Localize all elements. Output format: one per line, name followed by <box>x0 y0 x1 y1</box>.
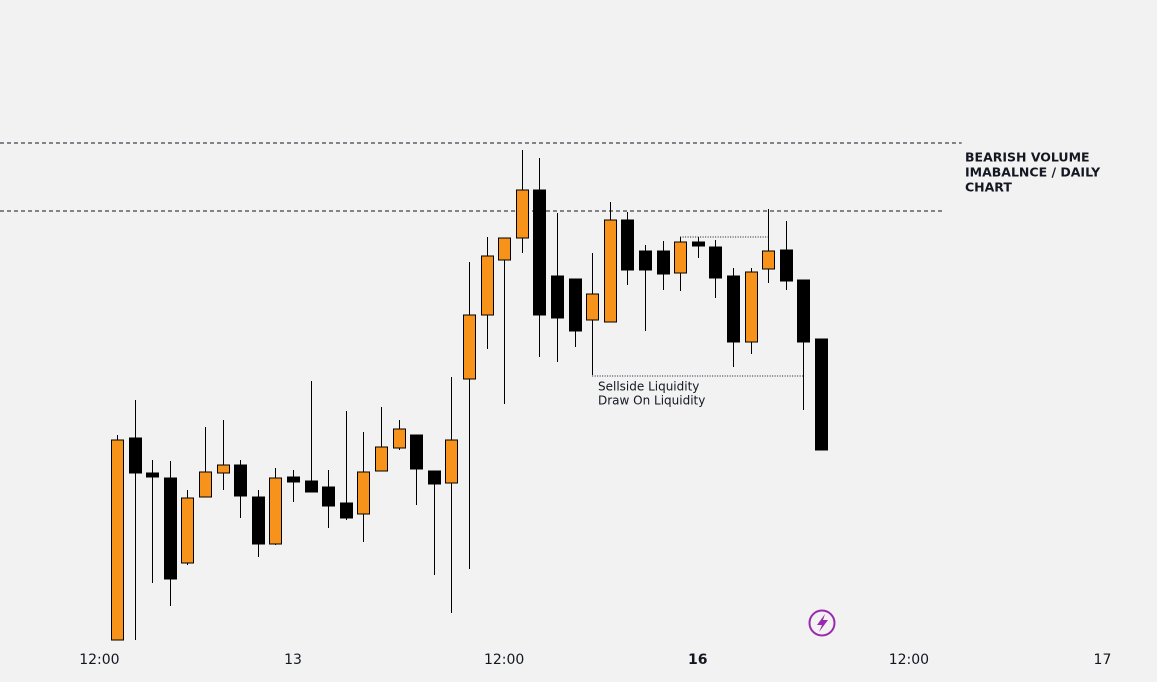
annotation-line: CHART <box>965 180 1012 195</box>
candle-body <box>709 246 722 279</box>
candle-body <box>516 189 529 239</box>
candle-body <box>375 446 388 472</box>
candle-body <box>305 480 318 493</box>
candle-body <box>551 275 564 319</box>
x-tick-label: 12:00 <box>889 652 929 668</box>
bearish-annotation: BEARISH VOLUME IMABALNCE / DAILY CHART <box>965 150 1101 195</box>
sellside-annotation: Sellside Liquidity Draw On Liquidity <box>598 380 705 408</box>
candle-body <box>322 486 335 507</box>
candle-body <box>481 255 494 316</box>
candle-body <box>287 476 300 483</box>
annotation-line: Draw On Liquidity <box>598 394 705 408</box>
candle-body <box>727 275 740 343</box>
candle-body <box>146 472 159 478</box>
candle-body <box>199 471 212 498</box>
logo-icon[interactable] <box>808 609 836 637</box>
annotation-line: BEARISH VOLUME <box>965 150 1090 165</box>
candle-body <box>181 497 194 564</box>
candle-body <box>657 250 670 275</box>
candle-body <box>445 439 458 484</box>
candle-body <box>692 241 705 247</box>
candle-body <box>498 237 511 261</box>
candle-body <box>234 464 247 497</box>
candle-body <box>569 278 582 332</box>
candle-body <box>111 439 124 641</box>
candle-body <box>393 428 406 449</box>
annotation-line: IMABALNCE / DAILY <box>965 165 1101 180</box>
candle-body <box>252 496 265 545</box>
candle-body <box>797 279 810 343</box>
candle-body <box>269 477 282 545</box>
candle-body <box>745 271 758 343</box>
candle-body <box>164 477 177 580</box>
candle-body <box>780 249 793 282</box>
x-tick-label: 17 <box>1094 652 1112 668</box>
annotation-line: Sellside Liquidity <box>598 380 699 394</box>
x-tick-label: 12:00 <box>484 652 524 668</box>
candle-body <box>357 471 370 515</box>
candle-body <box>762 250 775 270</box>
candle-body <box>586 293 599 321</box>
candle-body <box>815 338 828 451</box>
candle-body <box>129 437 142 474</box>
candle-body <box>621 219 634 271</box>
x-tick-label: 13 <box>284 652 302 668</box>
candle-body <box>428 470 441 485</box>
candle-body <box>639 250 652 271</box>
candle-body <box>217 464 230 474</box>
candle-body <box>674 241 687 274</box>
candle-body <box>533 189 546 316</box>
x-tick-label: 12:00 <box>79 652 119 668</box>
candle-body <box>410 434 423 470</box>
candle-body <box>463 314 476 380</box>
candle-body <box>340 502 353 519</box>
x-tick-label: 16 <box>688 652 707 668</box>
candle-body <box>604 219 617 323</box>
